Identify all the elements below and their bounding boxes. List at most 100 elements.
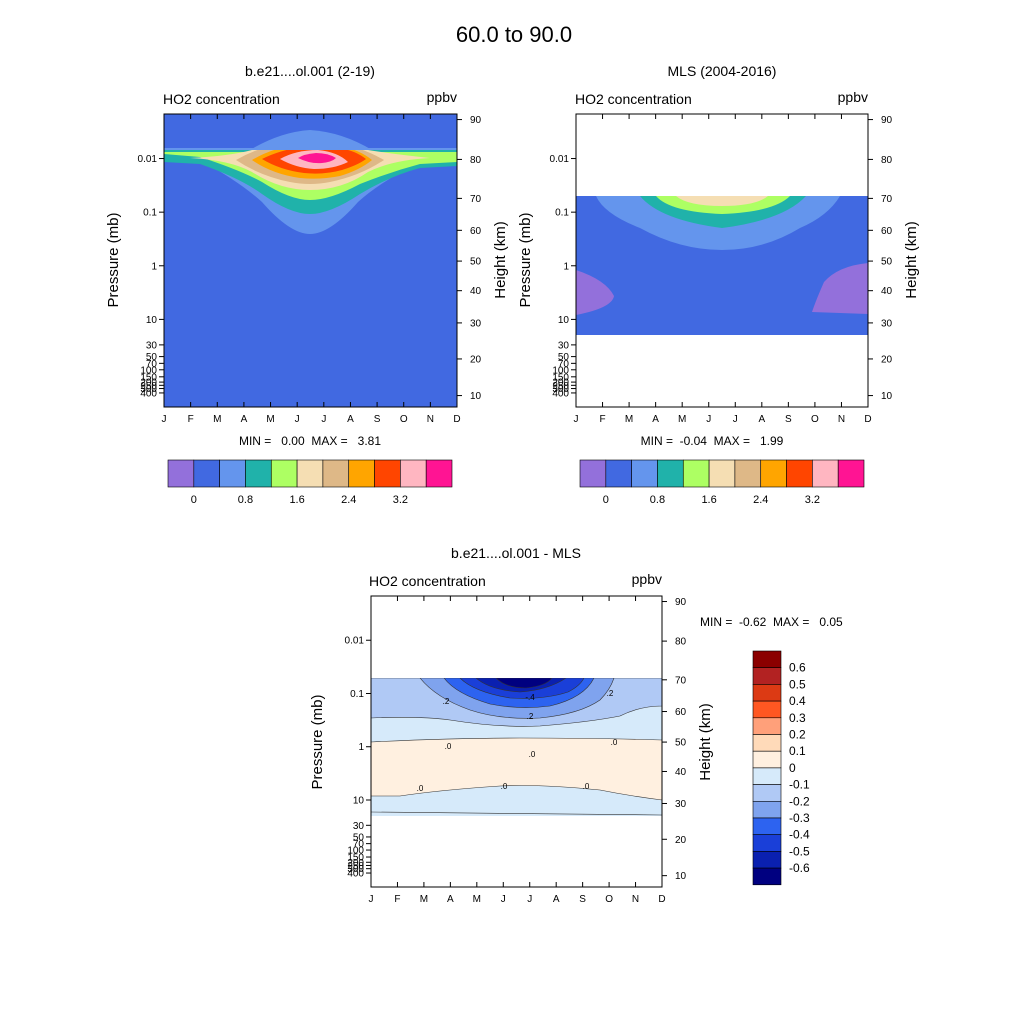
x-tick-label: N [632, 894, 639, 905]
min-max-stats: MIN = -0.62 MAX = 0.05 [700, 615, 843, 629]
colorbar-label: 0.4 [789, 694, 806, 708]
panel-subtitle-left: HO2 concentration [163, 91, 280, 107]
y-tick-label: 70 [353, 839, 365, 850]
axes: J F M A M J J A S O N D0.010.1110305070100150200250… [138, 114, 482, 425]
y2-tick-label: 20 [881, 354, 893, 365]
panel-title: b.e21....ol.001 - MLS [451, 545, 581, 561]
colorbar-swatch [193, 459, 220, 488]
colorbar-swatch [786, 459, 813, 488]
y-tick-label: 250 [552, 381, 569, 392]
colorbar-swatch [752, 650, 782, 669]
colorbar-label: -0.4 [789, 828, 810, 842]
x-tick-label: A [758, 414, 765, 425]
x-tick-label: J [295, 414, 300, 425]
panel-subtitle-left: HO2 concentration [369, 573, 486, 589]
y-tick-label: 150 [552, 372, 569, 383]
contour-field [164, 114, 457, 407]
x-tick-label: N [427, 414, 434, 425]
y2-tick-label: 80 [881, 155, 893, 166]
x-tick-label: M [473, 894, 481, 905]
y-tick-label: 400 [140, 388, 157, 399]
x-tick-label: J [706, 414, 711, 425]
x-tick-label: S [579, 894, 586, 905]
colorbar-label: 3.2 [805, 494, 820, 506]
y2-axis-label: Height (km) [903, 221, 920, 299]
panel-subtitle-right: ppbv [838, 89, 868, 105]
colorbar-swatch [752, 717, 782, 735]
colorbar-label: 0 [789, 761, 796, 775]
colorbar-swatch [579, 459, 607, 488]
colorbar-label: 0.8 [238, 494, 253, 506]
y2-tick-label: 40 [675, 767, 687, 778]
panel-subtitle-right: ppbv [427, 89, 457, 105]
level-fill [576, 270, 614, 315]
plot-frame [370, 595, 663, 888]
colorbar-swatch [752, 700, 782, 719]
panel-subtitle-right: ppbv [632, 571, 662, 587]
figure-title: 60.0 to 90.0 [456, 22, 572, 47]
x-tick-label: A [553, 894, 560, 905]
y2-tick-label: 20 [675, 835, 687, 846]
y2-tick-label: 30 [675, 799, 687, 810]
y-tick-label: 70 [558, 359, 570, 370]
contour-label: .0 [611, 738, 618, 747]
y2-tick-label: 90 [470, 115, 482, 126]
x-tick-label: J [527, 894, 532, 905]
level-fill [250, 130, 372, 150]
x-tick-label: O [811, 414, 819, 425]
y-tick-label: 300 [552, 384, 569, 395]
y-axis-label: Pressure (mb) [105, 212, 122, 307]
panel-difference: b.e21....ol.001 - MLS HO2 concentration … [309, 545, 843, 905]
colorbar-swatch [752, 817, 782, 836]
colorbar: 0 0.8 1.6 2.4 3.2 [167, 459, 453, 506]
y-tick-label: 150 [347, 853, 364, 864]
y-tick-label: 200 [140, 378, 157, 389]
level-fill [676, 196, 768, 206]
y2-tick-label: 30 [470, 318, 482, 329]
y2-tick-label: 90 [881, 115, 893, 126]
x-tick-label: A [347, 414, 354, 425]
x-tick-label: J [574, 414, 579, 425]
colorbar-swatch [631, 459, 658, 488]
colorbar-label: -0.2 [789, 794, 810, 808]
y-tick-label: 70 [146, 359, 158, 370]
colorbar-swatch [374, 459, 401, 488]
y-tick-label: 0.1 [143, 208, 157, 219]
panel-mls: MLS (2004-2016) HO2 concentration ppbv J… [517, 63, 920, 506]
x-tick-label: F [188, 414, 194, 425]
colorbar: 0 0.8 1.6 2.4 3.2 [579, 459, 865, 506]
y2-tick-label: 50 [881, 257, 893, 268]
colorbar-swatch [167, 459, 195, 488]
colorbar-label: 0.5 [789, 677, 806, 691]
y-tick-label: 0.1 [555, 208, 569, 219]
colorbar-swatch [752, 684, 782, 702]
x-tick-label: M [266, 414, 274, 425]
colorbar-swatch [348, 459, 375, 488]
colorbar-swatch [752, 667, 782, 685]
contour-label: .2 [607, 689, 614, 698]
y2-tick-label: 30 [881, 318, 893, 329]
x-tick-label: D [453, 414, 460, 425]
axes: J F M A M J J A S O N D0.010.1110305070100150200250… [550, 114, 893, 425]
y-tick-label: 10 [353, 795, 365, 806]
y-tick-label: 50 [558, 352, 570, 363]
y-tick-label: 0.01 [550, 154, 570, 165]
colorbar-swatch [752, 851, 782, 869]
level-fill [298, 153, 336, 164]
y2-tick-label: 40 [470, 286, 482, 297]
y-tick-label: 30 [146, 340, 158, 351]
colorbar-swatch [812, 459, 839, 488]
colorbar-swatch [837, 459, 865, 488]
x-tick-label: J [369, 894, 374, 905]
y-tick-label: 250 [140, 381, 157, 392]
y-tick-label: 50 [146, 352, 158, 363]
panel-subtitle-left: HO2 concentration [575, 91, 692, 107]
x-tick-label: N [838, 414, 845, 425]
y2-tick-label: 40 [881, 286, 893, 297]
contour-field [371, 678, 662, 816]
colorbar-swatch [245, 459, 272, 488]
x-tick-label: J [162, 414, 167, 425]
y2-tick-label: 80 [675, 637, 687, 648]
y-tick-label: 30 [353, 821, 365, 832]
contour-label: .0 [445, 742, 452, 751]
